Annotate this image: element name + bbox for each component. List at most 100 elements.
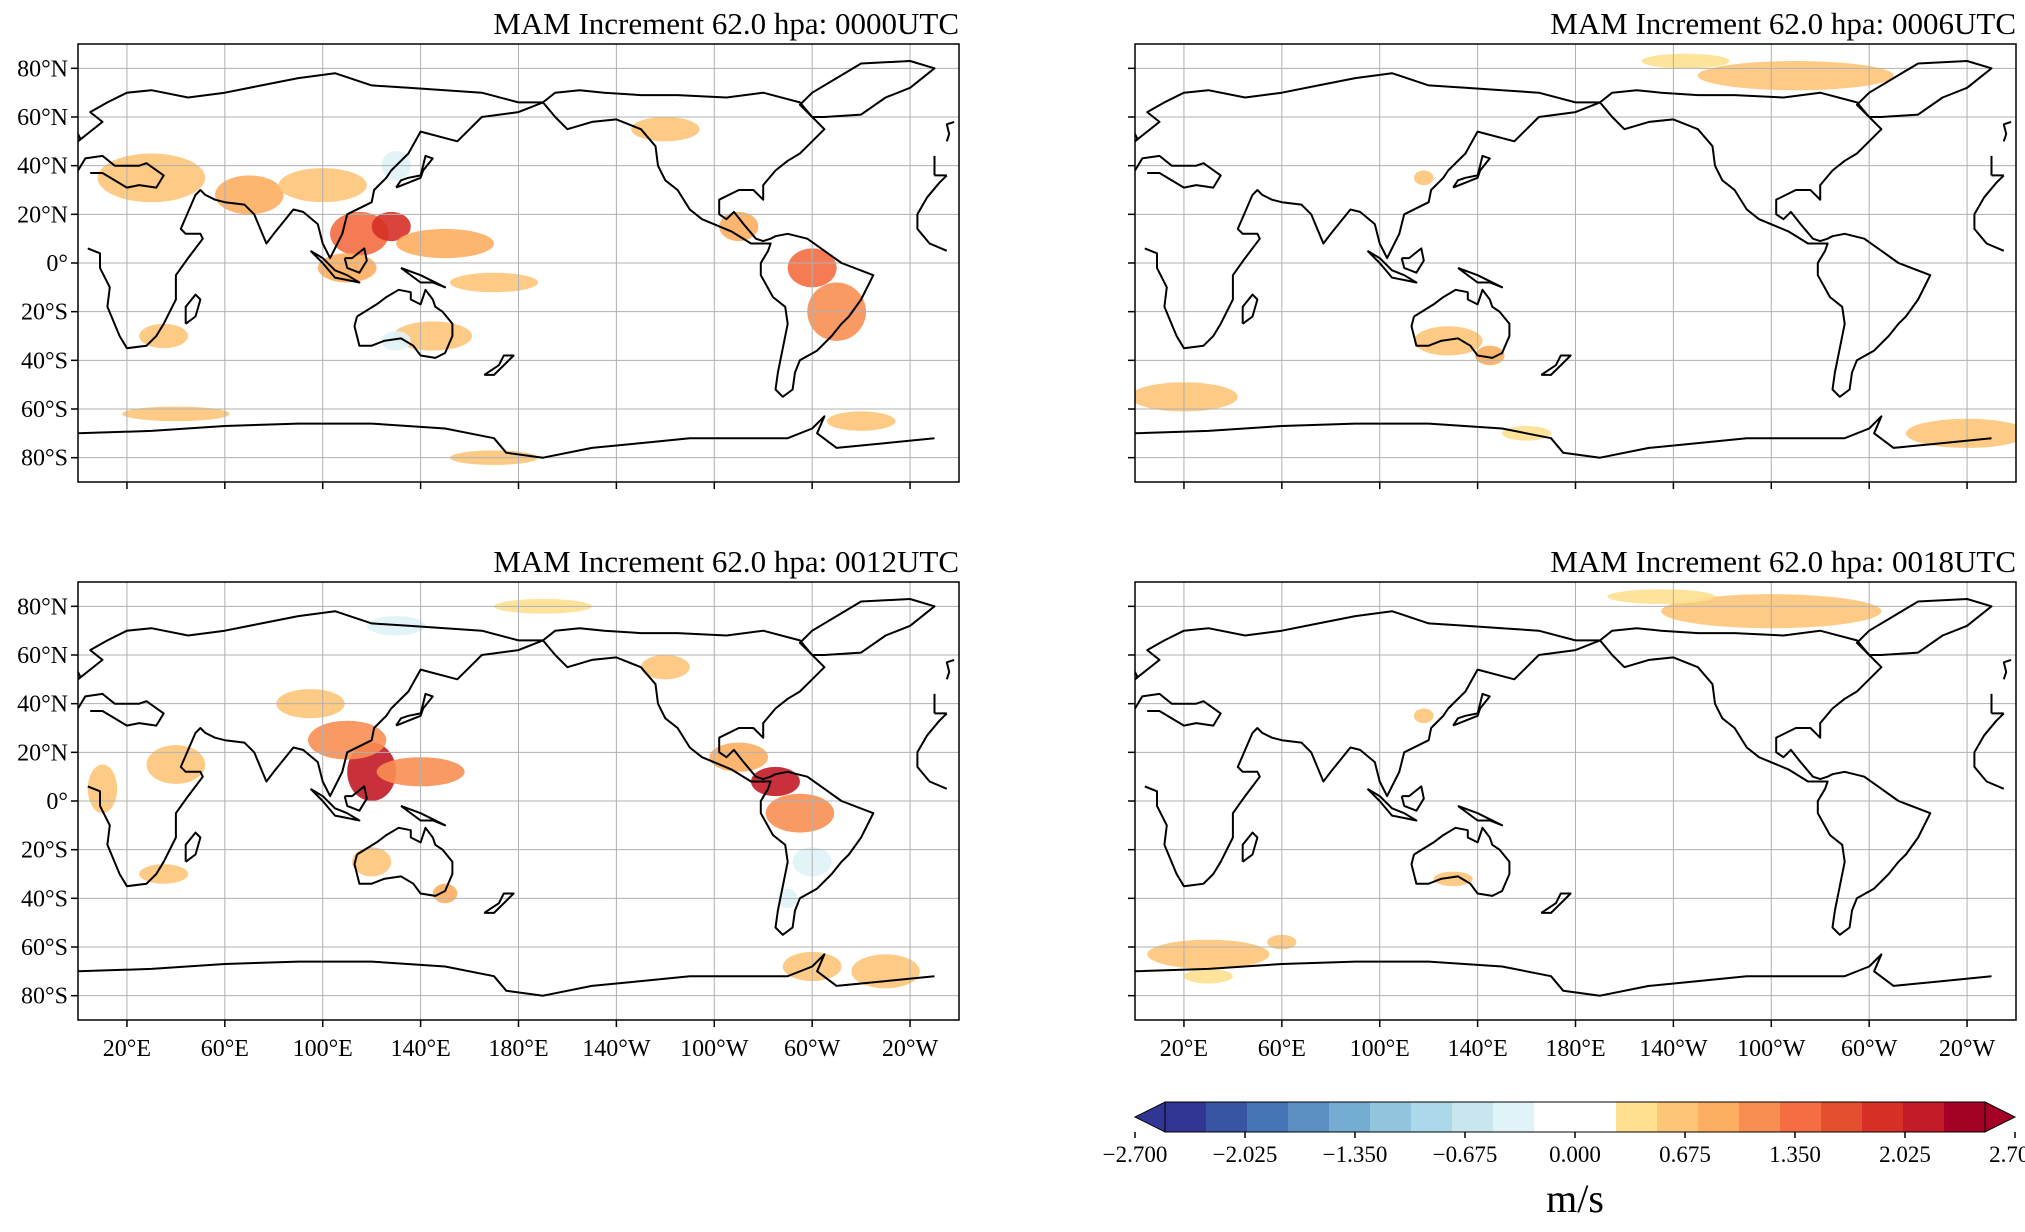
colorbar-over-arrow [1984,1101,2017,1133]
y-tick-label: 60°N [17,643,68,669]
coastline [1135,953,1992,997]
colorbar-segment [1698,1102,1740,1132]
increment-blob [1697,61,1894,91]
coastline [309,787,361,822]
colorbar-tick-label: 0.000 [1549,1142,1601,1167]
coastline [353,826,454,897]
increment-blob [146,745,206,784]
y-tick-label: 20°N [17,202,68,228]
colorbar-tick-label: 1.350 [1769,1142,1821,1167]
panel-title: MAM Increment 62.0 hpa: 0018UTC [1550,544,2016,579]
y-tick-label: 20°S [21,838,68,864]
coastline [400,266,447,289]
colorbar-segment [1534,1102,1576,1132]
coastline [78,415,935,459]
x-tick-label: 140°W [1639,1036,1708,1062]
coastline [1452,692,1491,727]
colorbar-segment [1247,1102,1289,1132]
colorbar-segment [1288,1102,1330,1132]
y-tick-label: 60°S [21,397,68,423]
coastline [78,610,948,888]
x-tick-label: 100°E [293,1036,353,1062]
coastline [395,692,434,727]
panel-title: MAM Increment 62.0 hpa: 0000UTC [493,6,959,41]
x-tick-label: 100°W [680,1036,749,1062]
increment-blob [1413,170,1434,186]
increment-blob [765,793,835,833]
increment-blob [1641,53,1730,69]
y-tick-label: 80°N [17,594,68,620]
coastline [78,72,948,350]
colorbar-segment [1862,1102,1904,1132]
increment-blob [1413,326,1483,356]
coastline [1410,826,1511,897]
panel-title: MAM Increment 62.0 hpa: 0006UTC [1550,6,2016,41]
colorbar-segment [1657,1102,1699,1132]
y-tick-label: 60°N [17,105,68,131]
coastline [542,89,875,398]
x-tick-label: 140°E [390,1036,450,1062]
colorbar-segment [1411,1102,1453,1132]
increment-blob [1413,708,1434,724]
coastline [1241,831,1259,863]
coastline [483,892,515,914]
x-tick-label: 60°E [1258,1036,1306,1062]
colorbar-segment [1493,1102,1535,1132]
x-tick-label: 180°E [488,1036,548,1062]
coastline [1855,598,1993,656]
increment-blob [432,883,458,904]
coastline [798,60,936,118]
coastline [1400,785,1425,812]
map-panel-4: 20°E 60°E 100°E 140°E 180°E 140°W 100°W 60°W 20°… [1128,544,2017,1062]
colorbar-tick-label: 0.675 [1659,1142,1711,1167]
increment-blob [1905,418,2016,448]
y-tick-label: 0° [46,789,68,815]
y-tick-label: 40°N [17,692,68,718]
increment-blob [640,655,690,680]
x-tick-label: 140°W [582,1036,651,1062]
y-tick-label: 80°N [17,56,68,82]
coastline [483,354,515,376]
colorbar-segment [1616,1102,1658,1132]
coastline [1410,288,1511,359]
panel-title: MAM Increment 62.0 hpa: 0012UTC [493,544,959,579]
x-tick-label: 60°W [784,1036,841,1062]
x-tick-label: 180°E [1545,1036,1605,1062]
x-tick-label: 60°E [201,1036,249,1062]
x-tick-label: 100°E [1350,1036,1410,1062]
increment-blob [381,331,411,351]
coastline [353,288,454,359]
x-tick-label: 60°W [1841,1036,1898,1062]
coastline [1540,354,1572,376]
y-tick-label: 60°S [21,935,68,961]
x-tick-label: 140°E [1447,1036,1507,1062]
coastline [78,953,935,997]
colorbar: −2.700 −2.025 −1.350 −0.675 0.000 0.675 1.350 2… [1103,1101,2025,1221]
colorbar-under-arrow [1133,1101,1166,1133]
coastline [1135,72,2005,350]
coastline [343,785,368,812]
coastline [542,627,875,936]
increment-blob [308,720,387,760]
y-tick-label: 20°S [21,300,68,326]
coastline [1366,787,1418,822]
coastline [1457,266,1504,289]
x-tick-label: 100°W [1737,1036,1806,1062]
increment-blob [449,272,539,293]
coastline [1540,892,1572,914]
map-panel-3: 20°E 60°E 100°E 140°E 180°E 140°W 100°W 60°W 20°… [17,544,960,1062]
colorbar-segment [1370,1102,1412,1132]
increment-blob [97,153,206,203]
increment-blob [1135,382,1238,412]
y-tick-label: 80°S [21,984,68,1010]
x-tick-label: 20°E [1160,1036,1208,1062]
coastline [184,831,202,863]
increment-blob [1607,589,1715,604]
colorbar-segment [1780,1102,1822,1132]
coastline [1452,154,1491,189]
colorbar-tick-label: 2.700 [1989,1142,2025,1167]
y-tick-label: 0° [46,251,68,277]
increment-blob [352,847,392,877]
colorbar-tick-label: 2.025 [1879,1142,1931,1167]
coastline [184,293,202,325]
